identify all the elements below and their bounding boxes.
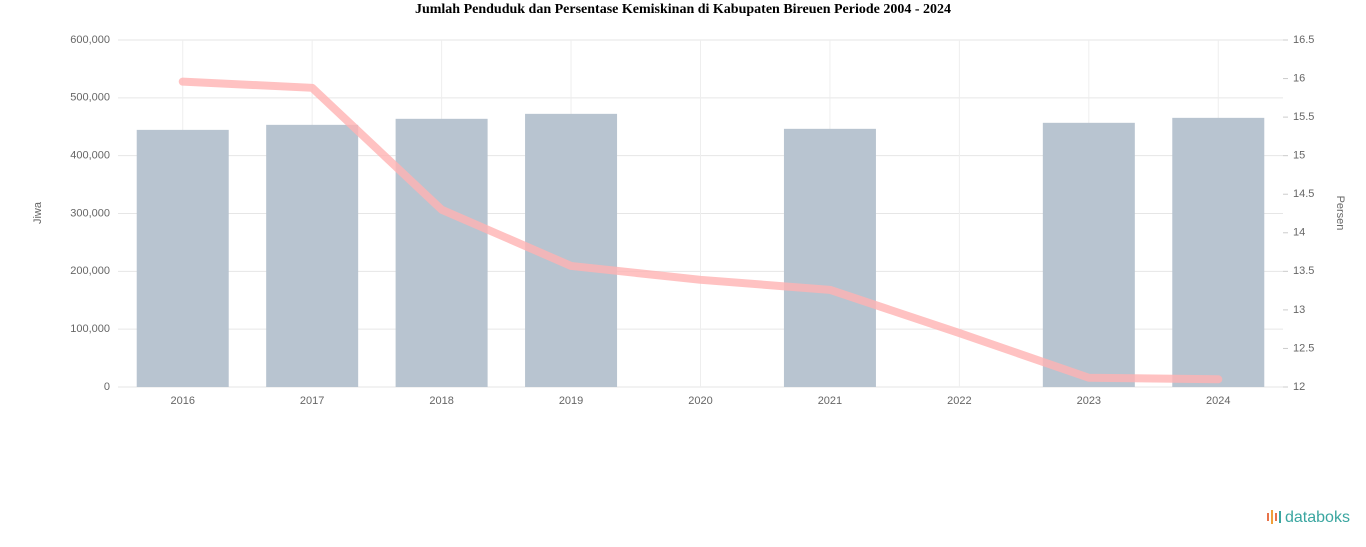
y2-tick-label: 12.5 [1293,342,1314,354]
y2-tick-label: 13.5 [1293,265,1314,277]
x-tick-label: 2021 [818,395,842,407]
line [178,77,1223,384]
brand: databoks [1285,509,1350,526]
y-tick-label: 300,000 [70,207,110,219]
y2-tick-label: 14.5 [1293,188,1314,200]
y2-tick-label: 16.5 [1293,34,1314,46]
y2-tick-label: 14 [1293,227,1305,239]
y-tick-label: 0 [104,381,110,393]
y-tick-label: 600,000 [70,34,110,46]
bar [266,124,359,388]
y-axis-title: Jiwa [32,201,44,224]
y2-tick-label: 16 [1293,72,1305,84]
chart-title: Jumlah Penduduk dan Persentase Kemiskina… [415,2,951,17]
y2-tick-label: 13 [1293,304,1305,316]
y-tick-label: 400,000 [70,150,110,162]
bar [783,128,876,387]
x-tick-label: 2019 [559,395,583,407]
bar [1172,117,1265,388]
bar [395,118,488,387]
x-tick-label: 2016 [170,395,194,407]
y-tick-label: 200,000 [70,265,110,277]
x-tick-label: 2023 [1077,395,1101,407]
bar [136,129,229,388]
y-tick-label: 100,000 [70,323,110,335]
x-tick-label: 2024 [1206,395,1230,407]
x-tick-label: 2022 [947,395,971,407]
y2-tick-label: 15 [1293,150,1305,162]
bar [1042,122,1135,388]
x-tick-label: 2018 [429,395,453,407]
logo: databoks [1267,509,1350,526]
y-tick-label: 500,000 [70,92,110,104]
y2-axis-title: Persen [1334,196,1346,231]
x-tick-label: 2020 [688,395,712,407]
y2-tick-label: 12 [1293,381,1305,393]
x-tick-label: 2017 [300,395,324,407]
y2-tick-label: 15.5 [1293,111,1314,123]
